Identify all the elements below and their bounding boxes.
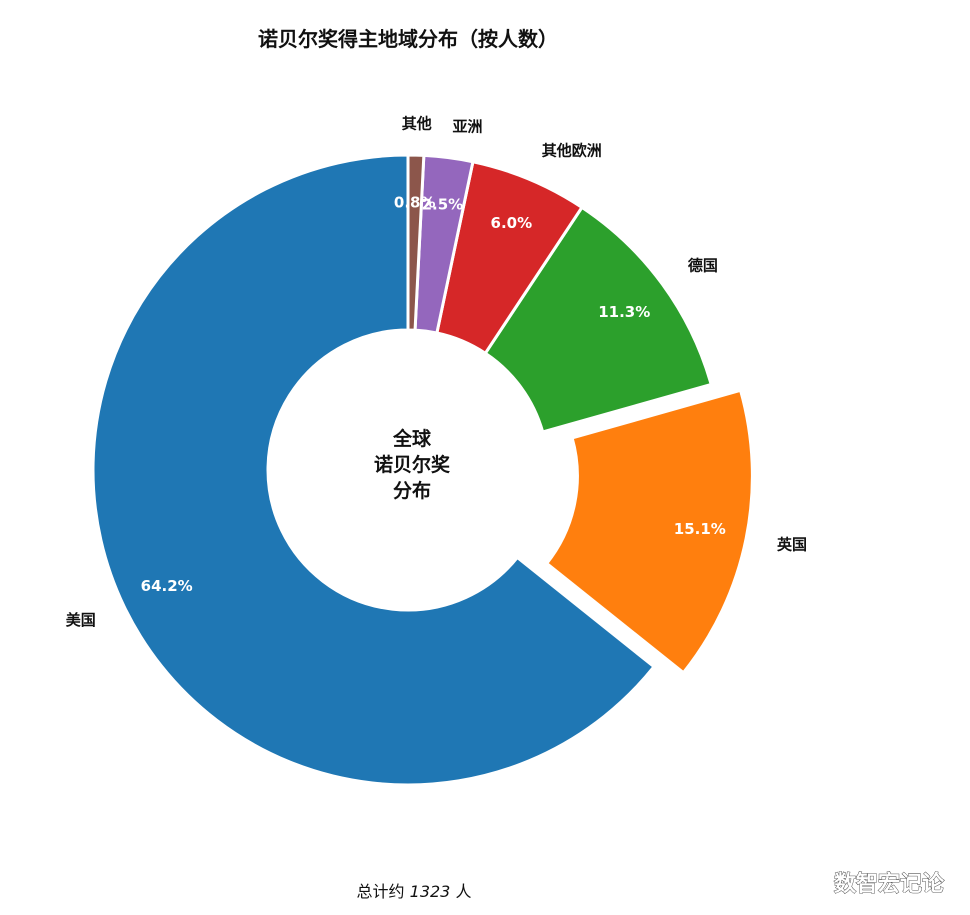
total-number: 1323 (410, 882, 451, 901)
center-label-line-1: 全球 (392, 427, 432, 450)
total-prefix: 总计约 (357, 882, 405, 901)
donut-center-label: 全球 诺贝尔奖 分布 (374, 427, 451, 502)
total-suffix: 人 (455, 882, 471, 901)
donut-slice-2 (544, 388, 754, 675)
center-label-line-3: 分布 (393, 479, 431, 502)
slice-label-1: 美国 (66, 611, 96, 629)
slice-label-6: 其他 (402, 115, 432, 133)
watermark: 数智宏记论 (834, 871, 945, 897)
center-label-line-2: 诺贝尔奖 (374, 453, 451, 476)
donut-slice-1 (91, 153, 657, 787)
percentage-label-1: 64.2% (141, 577, 193, 595)
percentage-label-3: 11.3% (598, 303, 650, 321)
slice-label-2: 英国 (777, 536, 807, 554)
donut-slice-3 (483, 205, 714, 434)
slice-label-4: 其他欧洲 (542, 141, 602, 159)
percentage-label-6: 0.8% (394, 193, 436, 211)
donut-slice-6 (406, 153, 426, 332)
percentage-label-5: 2.5% (422, 195, 464, 213)
percentage-label-4: 6.0% (491, 214, 533, 232)
chart-title: 诺贝尔奖得主地域分布（按人数） (258, 27, 558, 51)
slice-labels: 美国 英国 德国 其他欧洲 亚洲 其他 (66, 115, 807, 630)
slice-label-3: 德国 (688, 257, 718, 275)
slice-label-5: 亚洲 (453, 117, 483, 135)
percentage-labels: 64.2% 15.1% 11.3% 6.0% 2.5%0.8% (141, 193, 726, 595)
total-count-note: 总计约 1323 人 (357, 882, 472, 901)
percentage-label-2: 15.1% (674, 520, 726, 538)
donut-slices (91, 153, 754, 787)
